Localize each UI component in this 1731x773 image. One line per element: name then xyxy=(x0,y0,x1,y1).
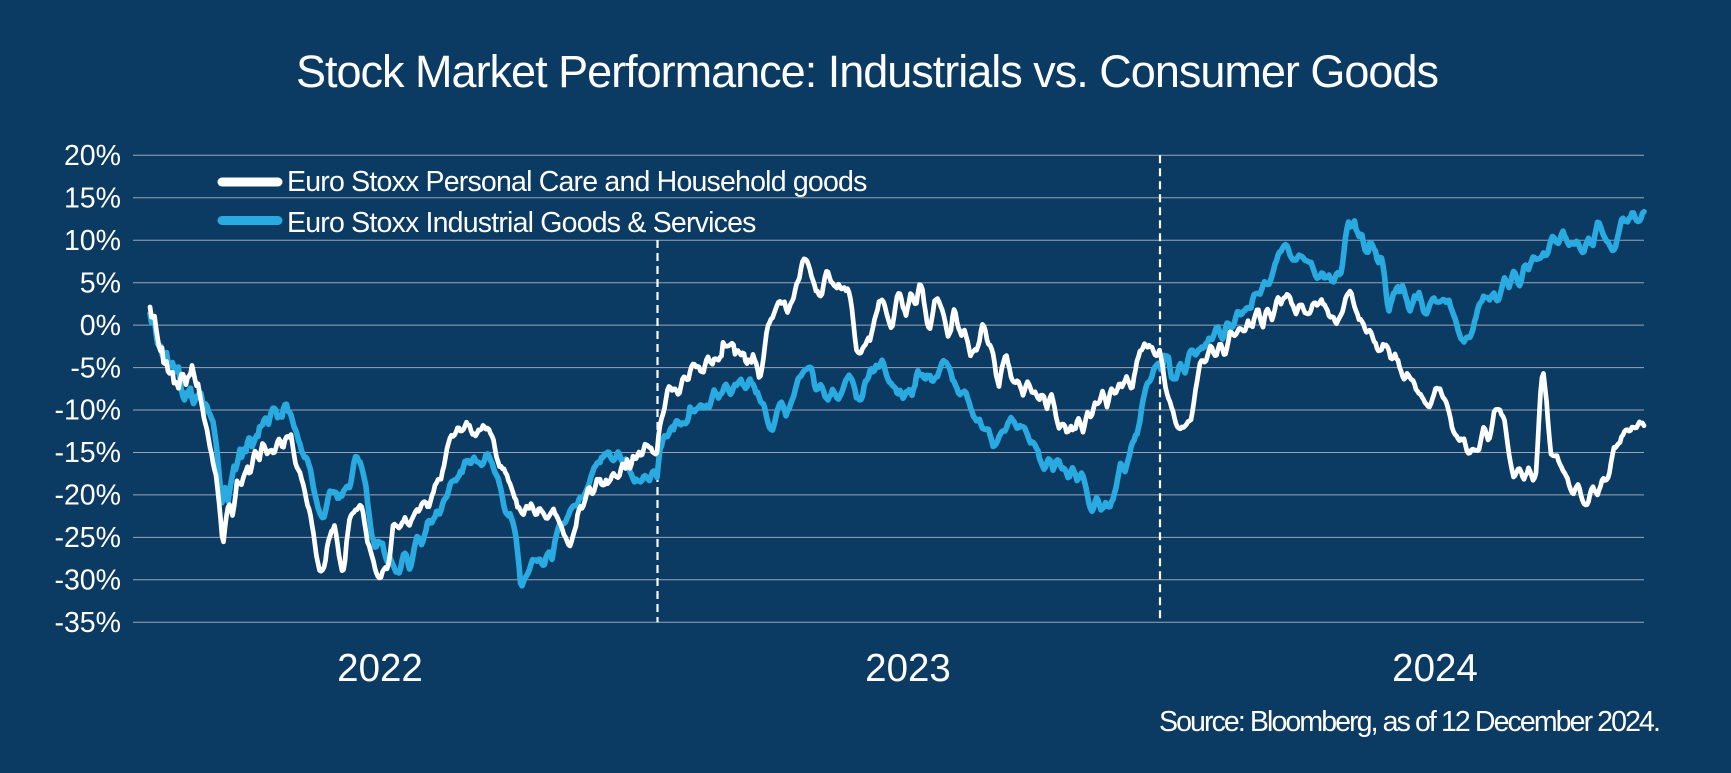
svg-text:5%: 5% xyxy=(80,267,121,299)
svg-text:0%: 0% xyxy=(80,310,121,342)
svg-text:Source: Bloomberg, as of 12 De: Source: Bloomberg, as of 12 December 202… xyxy=(1159,706,1659,738)
svg-text:2022: 2022 xyxy=(337,647,423,690)
svg-text:Euro Stoxx Industrial Goods &: Euro Stoxx Industrial Goods & Services xyxy=(287,207,756,239)
svg-text:-25%: -25% xyxy=(54,522,121,554)
svg-text:Stock Market Performance: Indu: Stock Market Performance: Industrials vs… xyxy=(296,46,1438,97)
svg-text:-20%: -20% xyxy=(54,480,121,512)
svg-text:20%: 20% xyxy=(64,140,121,172)
svg-text:Euro Stoxx Personal Care and H: Euro Stoxx Personal Care and Household g… xyxy=(287,166,867,198)
svg-text:-30%: -30% xyxy=(54,565,121,597)
svg-text:-10%: -10% xyxy=(54,395,121,427)
svg-text:15%: 15% xyxy=(64,183,121,215)
svg-text:-15%: -15% xyxy=(54,437,121,469)
svg-text:-5%: -5% xyxy=(70,352,121,384)
svg-text:-35%: -35% xyxy=(54,607,121,639)
svg-text:2023: 2023 xyxy=(865,647,951,690)
svg-text:2024: 2024 xyxy=(1392,647,1478,690)
svg-text:10%: 10% xyxy=(64,225,121,257)
